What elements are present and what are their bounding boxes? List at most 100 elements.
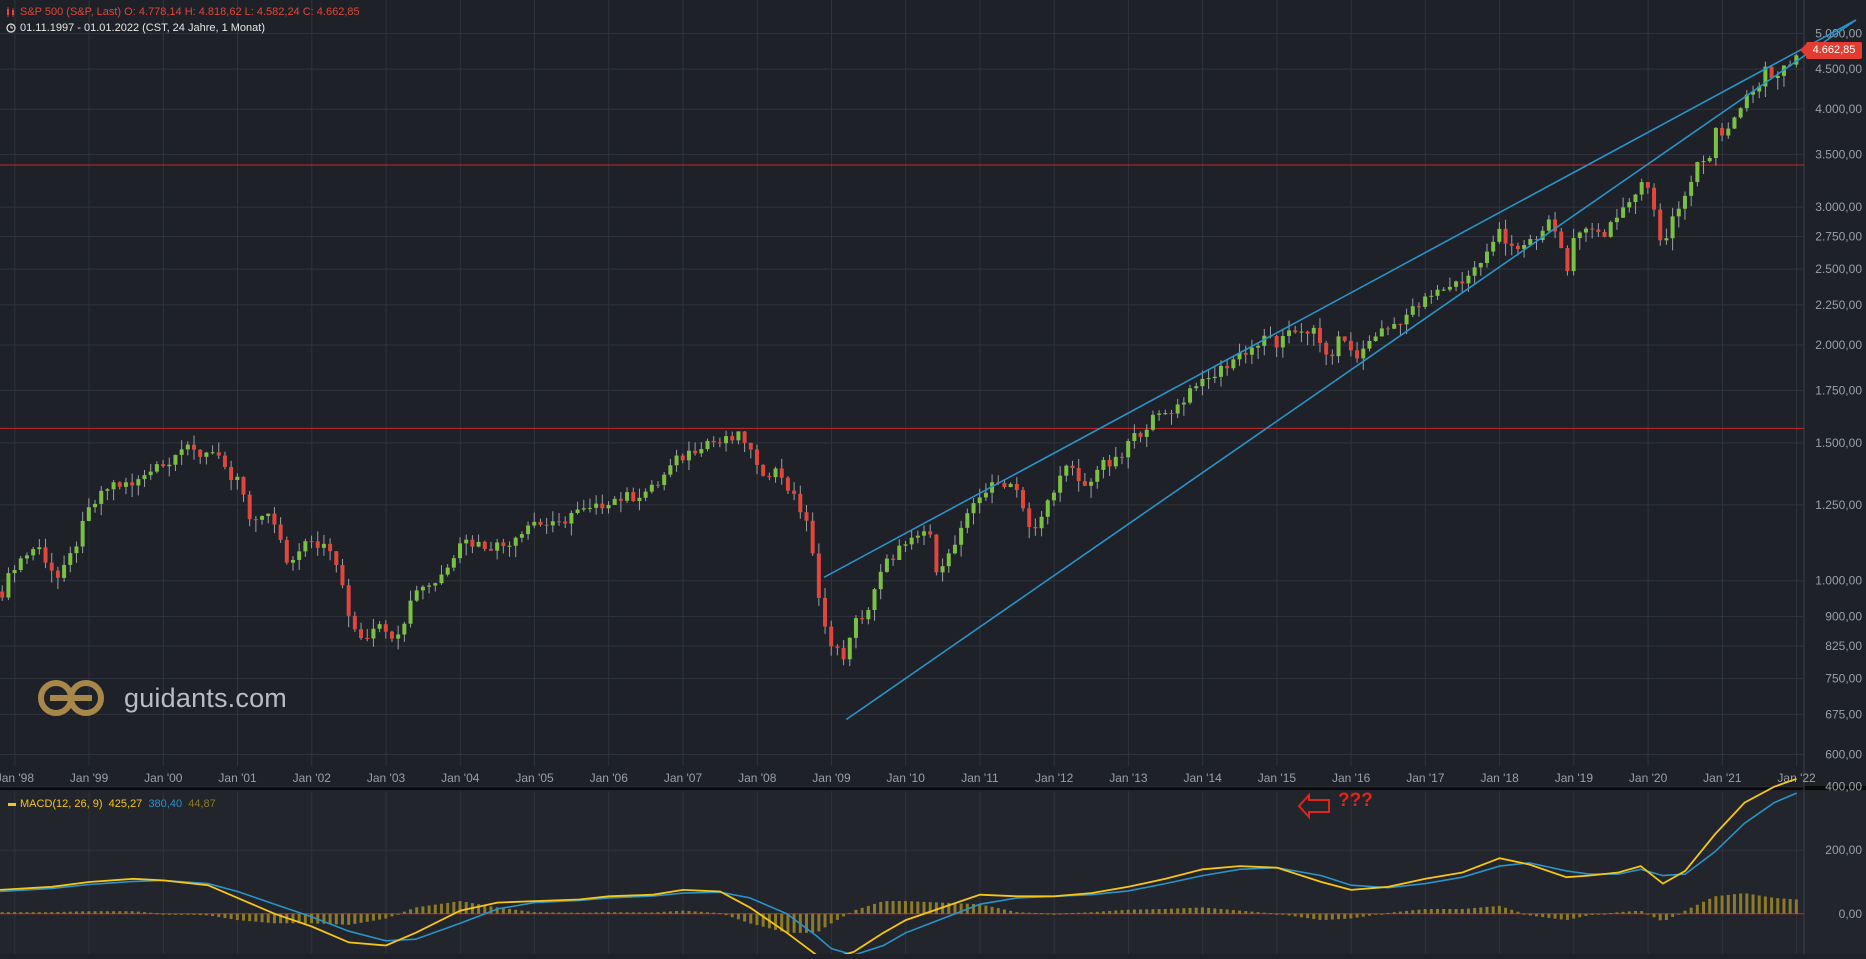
candle-body bbox=[1583, 228, 1588, 233]
y-tick-label: 2.750,00 bbox=[1815, 230, 1862, 244]
candle-body bbox=[290, 559, 295, 563]
candle-body bbox=[1119, 456, 1124, 458]
macd-histogram-bar bbox=[990, 906, 994, 914]
candle-body bbox=[792, 490, 797, 494]
candlestick-icon bbox=[7, 7, 14, 18]
candle-body bbox=[1256, 345, 1261, 348]
macd-histogram-bar bbox=[594, 912, 598, 914]
candle-body bbox=[1522, 245, 1527, 250]
macd-histogram-bar bbox=[879, 901, 883, 914]
candle-body bbox=[167, 464, 172, 467]
candle-body bbox=[1398, 323, 1403, 325]
macd-histogram-bar bbox=[873, 903, 877, 914]
guidants-logo: guidants.com bbox=[36, 678, 287, 718]
candle-body bbox=[1342, 336, 1347, 341]
macd-histogram-bar bbox=[1763, 896, 1767, 914]
macd-histogram-bar bbox=[1194, 907, 1198, 914]
candle-body bbox=[1002, 482, 1007, 488]
candle-body bbox=[575, 509, 580, 513]
candle-body bbox=[1225, 365, 1230, 369]
macd-histogram-bar bbox=[1293, 913, 1297, 917]
y-tick-label: 1.750,00 bbox=[1815, 383, 1862, 397]
macd-histogram-bar bbox=[415, 907, 419, 914]
macd-histogram-bar bbox=[1572, 913, 1576, 919]
macd-histogram-bar bbox=[749, 913, 753, 924]
range-text: 01.11.1997 - 01.01.2022 (CST, 24 Jahre, … bbox=[20, 22, 266, 34]
candle-body bbox=[1033, 526, 1038, 529]
macd-histogram-bar bbox=[1664, 913, 1668, 920]
macd-histogram-bar bbox=[1188, 907, 1192, 914]
macd-histogram-bar bbox=[811, 913, 815, 933]
macd-histogram-bar bbox=[19, 912, 23, 914]
candle-body bbox=[389, 631, 394, 639]
macd-histogram-bar bbox=[1596, 913, 1600, 915]
y-tick-label: 825,00 bbox=[1825, 639, 1862, 653]
candle-body bbox=[1206, 378, 1211, 380]
candle-body bbox=[1138, 433, 1143, 437]
x-tick-label: Jan '01 bbox=[218, 771, 257, 785]
macd-histogram-bar bbox=[656, 912, 660, 914]
macd-histogram-bar bbox=[1386, 912, 1390, 914]
macd-histogram-bar bbox=[687, 910, 691, 914]
candle-body bbox=[1652, 187, 1657, 210]
macd-y-tick-label: 0,00 bbox=[1839, 907, 1863, 921]
candle-body bbox=[1126, 440, 1131, 458]
macd-histogram-bar bbox=[532, 912, 536, 914]
macd-histogram-bar bbox=[1268, 913, 1272, 915]
macd-histogram-bar bbox=[1367, 913, 1371, 916]
macd-name: MACD(12, 26, 9) bbox=[20, 798, 103, 810]
macd-histogram-bar bbox=[1782, 898, 1786, 914]
macd-histogram-bar bbox=[477, 904, 481, 914]
candle-body bbox=[464, 539, 469, 544]
candle-body bbox=[501, 542, 506, 547]
macd-histogram-bar bbox=[1615, 912, 1619, 914]
candle-body bbox=[1726, 128, 1731, 136]
candle-body bbox=[451, 558, 456, 568]
x-tick-label: Jan '14 bbox=[1184, 771, 1223, 785]
macd-histogram-bar bbox=[198, 913, 202, 916]
macd-histogram-bar bbox=[1157, 909, 1161, 914]
macd-histogram-bar bbox=[662, 911, 666, 914]
macd-histogram-bar bbox=[804, 913, 808, 933]
macd-histogram-bar bbox=[81, 911, 85, 914]
candle-body bbox=[74, 546, 79, 554]
macd-histogram-bar bbox=[173, 913, 177, 915]
candle-body bbox=[49, 562, 54, 571]
macd-histogram-bar bbox=[452, 901, 456, 914]
macd-histogram-bar bbox=[607, 912, 611, 914]
macd-histogram-bar bbox=[1275, 913, 1279, 915]
macd-histogram-bar bbox=[229, 913, 233, 920]
macd-histogram-bar bbox=[384, 913, 388, 919]
macd-histogram-bar bbox=[1058, 913, 1062, 915]
macd-histogram-bar bbox=[551, 912, 555, 914]
macd-histogram-bar bbox=[625, 912, 629, 914]
macd-histogram-bar bbox=[1244, 911, 1248, 914]
candle-body bbox=[841, 647, 846, 660]
candle-body bbox=[1386, 328, 1391, 330]
macd-histogram-bar bbox=[1207, 907, 1211, 914]
candle-body bbox=[965, 513, 970, 528]
y-tick-label: 1.250,00 bbox=[1815, 498, 1862, 512]
macd-histogram-bar bbox=[223, 913, 227, 919]
candle-body bbox=[1713, 127, 1718, 158]
macd-histogram-bar bbox=[681, 910, 685, 914]
macd-histogram-bar bbox=[712, 912, 716, 914]
macd-histogram-bar bbox=[780, 913, 784, 932]
candle-body bbox=[847, 637, 852, 660]
macd-histogram-bar bbox=[1454, 909, 1458, 914]
candle-body bbox=[130, 482, 135, 486]
candle-body bbox=[1751, 91, 1756, 95]
x-tick-label: Jan '15 bbox=[1258, 771, 1297, 785]
candle-body bbox=[1410, 306, 1415, 315]
macd-histogram-bar bbox=[1640, 911, 1644, 914]
candle-body bbox=[1565, 248, 1570, 272]
macd-histogram-bar bbox=[761, 913, 765, 927]
macd-histogram-bar bbox=[149, 912, 153, 914]
candle-body bbox=[148, 471, 153, 476]
candle-body bbox=[915, 535, 920, 538]
macd-histogram-bar bbox=[242, 913, 246, 921]
macd-histogram-bar bbox=[1355, 913, 1359, 918]
macd-histogram-bar bbox=[613, 912, 617, 914]
